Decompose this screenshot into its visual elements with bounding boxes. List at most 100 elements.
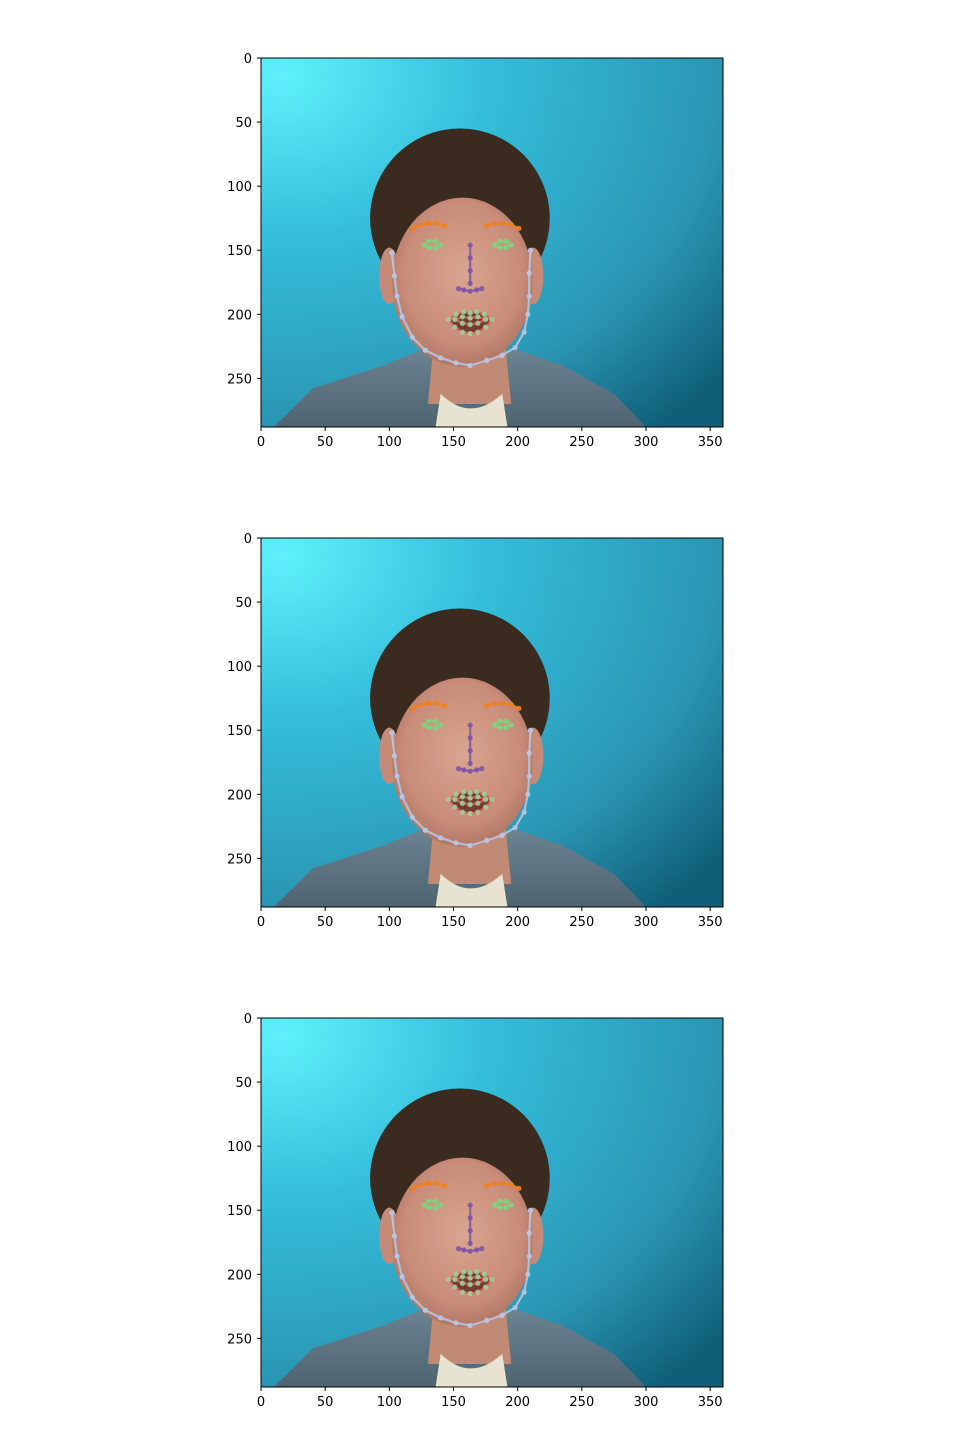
inner-lip-point (459, 320, 466, 326)
inner-lip-point (459, 800, 466, 806)
right-brow-point (491, 700, 498, 706)
landmark-overlay (389, 1180, 534, 1329)
outer-lip-point (467, 310, 473, 316)
jaw-point (526, 1253, 532, 1259)
nose-base-point (479, 1246, 485, 1252)
right-eye-point (491, 1202, 498, 1208)
y-tick-label: 150 (227, 724, 252, 739)
jaw-point (512, 824, 518, 831)
left-brow-point (417, 221, 423, 228)
right-eye-point (497, 1198, 503, 1204)
photo-frame (261, 538, 723, 907)
inner-lip-point (467, 801, 473, 808)
y-tick-label: 200 (227, 308, 252, 323)
y-tick-label: 50 (235, 1076, 252, 1091)
nose-bridge-point (467, 1202, 473, 1208)
outer-lip-point (481, 791, 487, 797)
jaw-point (453, 360, 459, 366)
landmark-overlay (389, 700, 534, 849)
right-eye-point (508, 1202, 514, 1208)
right-eye-point (497, 725, 503, 731)
outer-lip-point (481, 311, 487, 317)
jaw-point (527, 727, 534, 733)
nose-bridge-point (467, 268, 473, 274)
jaw-point (526, 293, 532, 299)
right-eye-point (503, 1205, 509, 1211)
inner-lip-point (482, 316, 489, 322)
left-eye-point (421, 242, 427, 248)
jaw-point (394, 293, 400, 299)
left-brow-point (417, 1181, 423, 1188)
left-brow-point (434, 220, 440, 226)
jaw-point (391, 273, 398, 279)
x-tick-label: 350 (698, 915, 723, 930)
outer-lip-point (482, 804, 489, 810)
left-eye-point (426, 718, 432, 724)
x-tick-label: 200 (505, 435, 530, 450)
y-tick-label: 250 (227, 852, 252, 867)
jaw-point (526, 270, 532, 276)
right-eye-point (503, 718, 509, 724)
jaw-point (525, 311, 531, 317)
left-brow-point (409, 1185, 416, 1192)
x-tick-label: 50 (317, 1395, 334, 1410)
jaw-point (399, 314, 405, 320)
left-eye-point (432, 245, 439, 251)
right-brow-point (491, 1180, 498, 1186)
jaw-point (438, 1315, 444, 1321)
right-brow-point (500, 700, 507, 706)
y-tick-label: 0 (244, 532, 252, 547)
right-eye-point (497, 718, 503, 724)
y-tick-label: 0 (244, 52, 252, 67)
outer-lip-point (461, 789, 467, 795)
nose-bridge-point (467, 280, 473, 287)
x-tick-label: 100 (377, 915, 402, 930)
jaw-point (409, 334, 416, 340)
jaw-point (422, 827, 428, 833)
outer-lip-point (467, 790, 473, 796)
jaw-point (399, 794, 405, 800)
left-eye-point (438, 242, 444, 248)
inner-lip-point (467, 1275, 473, 1281)
nose-bridge-point (467, 748, 473, 754)
jaw-point (499, 832, 505, 838)
jaw-point (527, 247, 534, 253)
outer-lip-point (467, 1290, 473, 1297)
x-tick-label: 350 (698, 435, 723, 450)
nose-base-point (461, 1247, 467, 1253)
nose-bridge-point (467, 760, 473, 767)
right-brow-point (484, 1183, 490, 1189)
jaw-point (467, 1322, 473, 1329)
inner-lip-point (475, 1280, 481, 1286)
inner-lip-point (475, 314, 481, 320)
undershirt-shape (435, 1353, 508, 1387)
right-eye-point (503, 1198, 509, 1204)
axes-frame (260, 1017, 724, 1388)
y-tick-label: 200 (227, 788, 252, 803)
image-panel-1: 0 50 100 150 200 250 300 350 0 50 100 150 200 250 (227, 52, 724, 450)
jaw-point (389, 250, 395, 256)
x-tick-label: 50 (317, 915, 334, 930)
y-tick-label: 250 (227, 372, 252, 387)
inner-lip-point (475, 794, 481, 800)
y-tick-label: 100 (227, 1140, 252, 1155)
outer-lip-point (474, 1269, 480, 1275)
jaw-point (527, 1207, 534, 1213)
nose-base-point (467, 768, 473, 774)
outer-lip-point (475, 1289, 481, 1295)
outer-lip-point (474, 309, 480, 315)
right-brow-point (516, 225, 522, 232)
left-brow-point (417, 701, 423, 708)
right-eye-point (491, 242, 498, 248)
jaw-point (422, 1307, 428, 1313)
fringe-shape (389, 166, 537, 238)
left-brow-point (441, 703, 448, 709)
photo-frame (261, 1018, 723, 1387)
x-tick-label: 200 (505, 1395, 530, 1410)
left-eye-point (432, 1198, 439, 1204)
y-tick-label: 150 (227, 244, 252, 259)
jaw-point (512, 1304, 518, 1311)
right-brow-point (516, 705, 522, 712)
y-tick-label: 50 (235, 116, 252, 131)
jaw-point (484, 837, 490, 843)
